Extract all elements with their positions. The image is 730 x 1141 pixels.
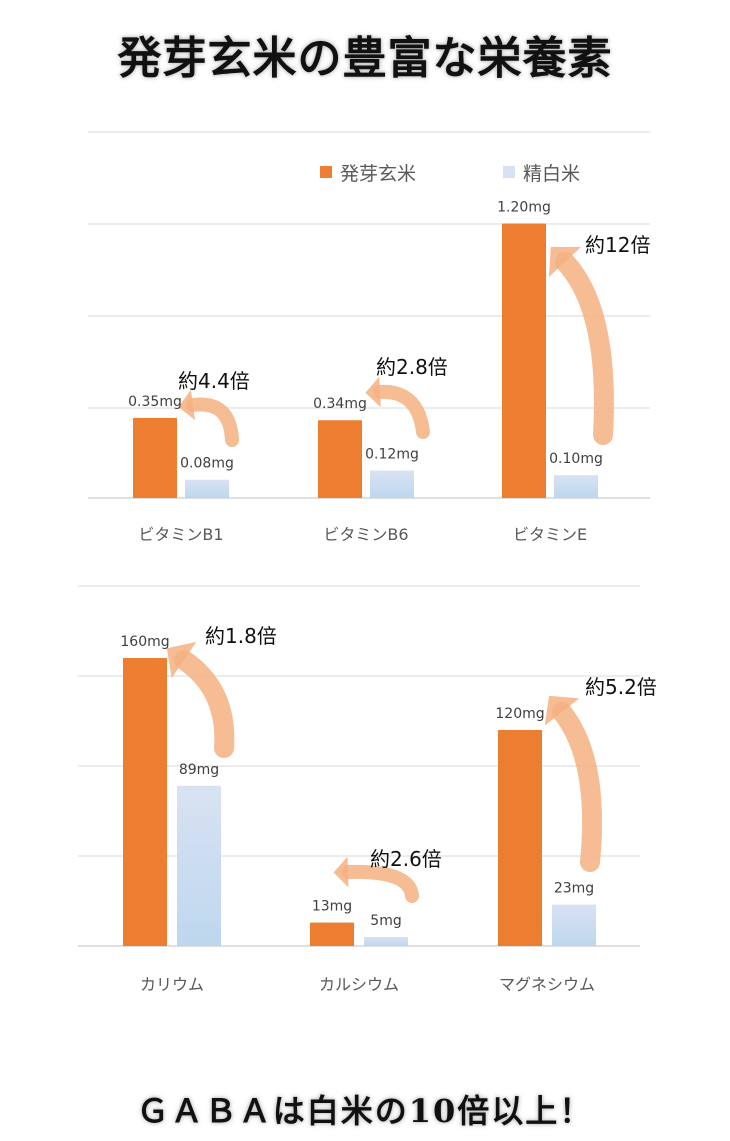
x-tick-label: ビタミンB1: [138, 525, 223, 544]
ratio-label: 約2.8倍: [376, 355, 448, 379]
ratio-arrow-head: [333, 856, 349, 888]
ratio-arrow: [552, 702, 603, 872]
bar-white-rice: [185, 479, 229, 498]
ratio-label: 約1.8倍: [205, 624, 277, 648]
data-label: 0.10mg: [549, 451, 603, 467]
bar-white-rice: [177, 785, 221, 946]
data-label: 5mg: [370, 913, 401, 929]
bar-brown-rice: [123, 658, 167, 946]
ratio-arrow-head: [365, 376, 381, 408]
bar-white-rice: [364, 937, 408, 946]
ratio-label: 約2.6倍: [370, 847, 442, 871]
x-tick-label: マグネシウム: [499, 975, 595, 994]
ratio-arrow-head: [544, 695, 580, 726]
data-label: 13mg: [312, 899, 352, 915]
ratio-label: 約12倍: [585, 233, 650, 257]
footer-text: ＧＡＢＡは白米の10倍以上！: [136, 1092, 594, 1130]
ratio-label: 約4.4倍: [178, 369, 250, 393]
ratio-arrow: [186, 397, 239, 447]
x-tick-label: カリウム: [140, 975, 204, 994]
data-label: 0.08mg: [180, 456, 234, 472]
bar-brown-rice: [498, 730, 542, 946]
x-tick-label: ビタミンE: [513, 525, 587, 544]
data-label: 0.12mg: [365, 447, 419, 463]
data-label: 89mg: [179, 762, 219, 778]
ratio-arrow: [341, 864, 419, 903]
legend-swatch-white-rice: [503, 166, 515, 178]
data-label: 0.35mg: [128, 394, 182, 410]
bar-brown-rice: [318, 420, 362, 498]
ratio-arrow-head: [548, 246, 582, 278]
legend-swatch-brown-rice: [320, 166, 332, 178]
page-title: 発芽玄米の豊富な栄養素: [117, 33, 613, 84]
data-label: 23mg: [554, 881, 594, 897]
bar-white-rice: [554, 475, 598, 498]
bar-brown-rice: [310, 922, 354, 946]
data-label: 1.20mg: [497, 200, 551, 216]
ratio-arrow: [555, 252, 614, 445]
ratio-label: 約5.2倍: [585, 675, 657, 699]
ratio-arrow-head: [178, 389, 196, 421]
data-label: 120mg: [495, 706, 544, 722]
x-tick-label: カルシウム: [319, 975, 399, 994]
legend-label-brown-rice: 発芽玄米: [340, 163, 416, 185]
bar-white-rice: [370, 470, 414, 498]
data-label: 160mg: [120, 634, 169, 650]
ratio-arrow-head: [166, 641, 197, 679]
x-tick-label: ビタミンB6: [323, 525, 408, 544]
bar-white-rice: [552, 904, 596, 946]
ratio-arrow: [174, 650, 235, 758]
bar-brown-rice: [502, 223, 546, 498]
ratio-arrow: [373, 384, 430, 439]
legend-label-white-rice: 精白米: [523, 163, 580, 185]
bar-brown-rice: [133, 417, 177, 498]
data-label: 0.34mg: [313, 396, 367, 412]
